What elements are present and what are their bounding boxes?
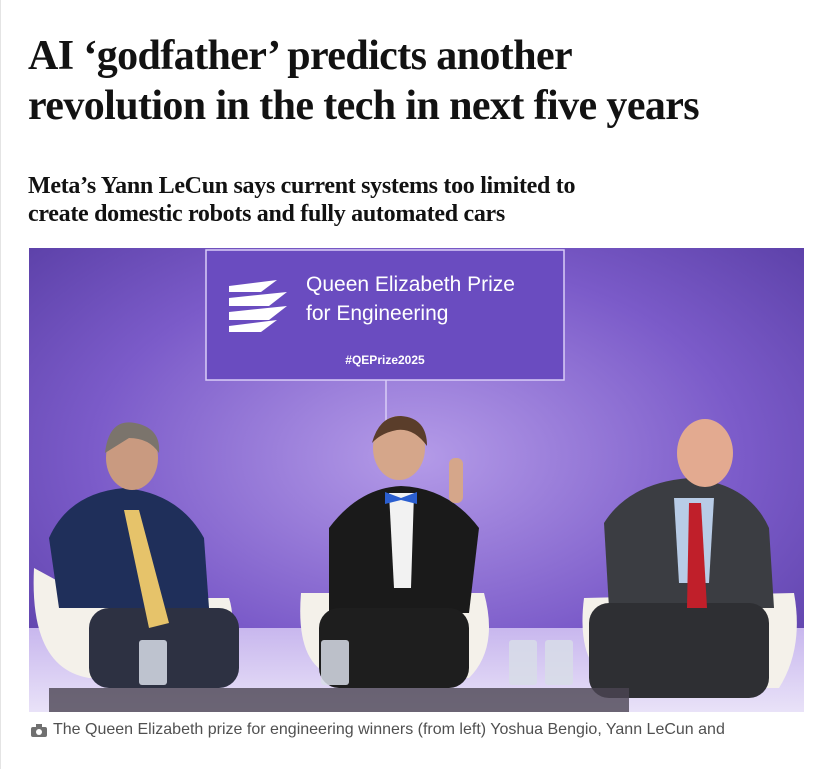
standfirst-line: Meta’s Yann LeCun says current systems t… <box>28 173 576 199</box>
headline-line: AI ‘godfather’ predicts another <box>28 33 573 79</box>
sign-title: Queen Elizabeth Prize <box>306 273 515 296</box>
photo: Queen Elizabeth Prize for Engineering #Q… <box>29 248 804 712</box>
standfirst-line: create domestic robots and fully automat… <box>28 201 505 227</box>
caption: The Queen Elizabeth prize for engineerin… <box>31 721 725 739</box>
sign-title: for Engineering <box>306 302 448 325</box>
sign-hashtag: #QEPrize2025 <box>345 353 425 367</box>
camera-icon <box>31 723 47 737</box>
headline-line: revolution in the tech in next five year… <box>28 83 700 129</box>
caption-text: The Queen Elizabeth prize for engineerin… <box>53 721 725 738</box>
